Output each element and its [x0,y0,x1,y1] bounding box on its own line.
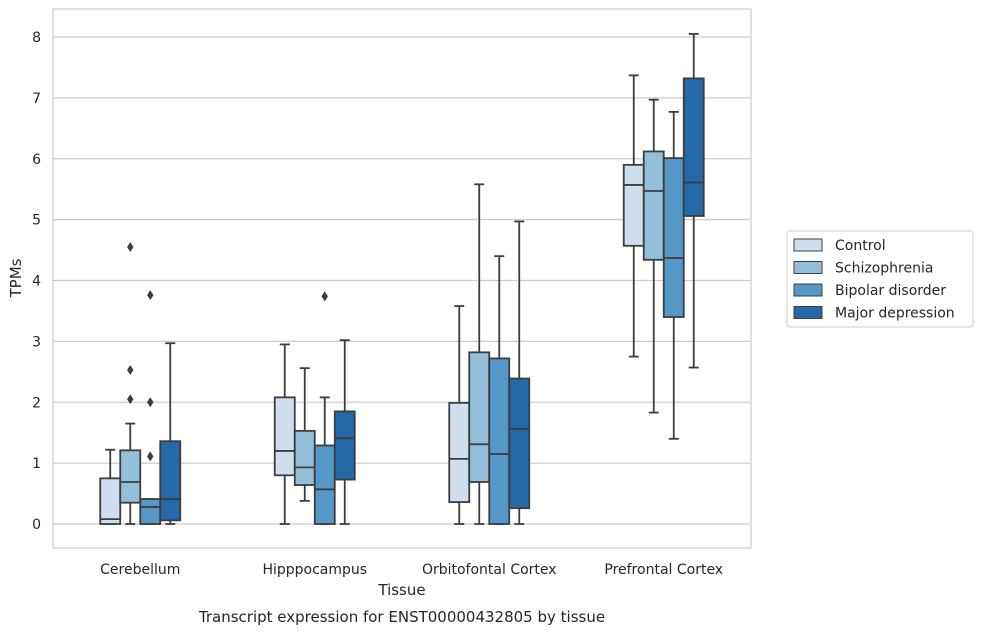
box-body [99,477,122,525]
box-3-2 [662,110,685,440]
plot-background [52,8,752,549]
box-body [642,150,665,261]
box-body [293,429,316,486]
box-2-2 [488,255,511,525]
y-tick-labels: 0 1 2 3 4 5 6 7 8 [32,30,41,533]
box-3-3 [682,33,705,369]
chart-caption: Transcript expression for ENST0000043280… [198,608,605,626]
box-0-1 [119,242,142,525]
box-body [448,401,471,503]
box-body [682,77,705,217]
box-body [468,351,491,483]
box-1-0 [273,343,296,525]
y-tick-label: 2 [32,395,41,411]
legend: Control Schizophrenia Bipolar disorder Majo… [786,230,974,328]
outlier-point [147,451,154,462]
legend-label: Control [835,238,886,254]
box-body [159,440,182,522]
legend-swatch [793,261,823,274]
box-3-0 [622,74,645,358]
outlier-point [127,242,134,253]
box-1-3 [333,339,356,525]
y-tick-label: 4 [32,274,41,290]
x-tick-label: Cerebellum [100,562,180,578]
y-tick-label: 3 [32,334,41,350]
box-1-1 [293,367,316,502]
y-tick-label: 5 [32,213,41,229]
outlier-point [321,291,328,302]
box-body [662,157,685,318]
legend-swatch [793,238,823,252]
x-tick-label: Hipppocampus [262,562,367,578]
boxes-layer [99,33,705,525]
box-0-3 [159,342,182,525]
legend-items: Control Schizophrenia Bipolar disorder Majo… [793,238,955,322]
legend-label: Bipolar disorder [835,283,946,299]
outlier-point [147,397,154,408]
y-tick-label: 7 [32,91,41,107]
legend-label: Schizophrenia [835,261,933,277]
box-body [139,498,162,525]
box-body [313,444,336,525]
y-tick-label: 0 [32,517,41,533]
y-tick-label: 1 [32,456,41,472]
box-body [119,449,142,504]
box-body [622,163,645,247]
box-body [488,357,511,525]
outlier-point [127,394,134,405]
box-1-2 [313,291,336,525]
y-tick-label: 8 [32,30,41,46]
y-axis-label: TPMs [7,258,25,298]
box-body [273,396,296,477]
box-body [508,377,531,510]
legend-swatch [793,283,823,297]
y-tick-label: 6 [32,152,41,168]
legend-frame [786,230,974,328]
legend-swatch [793,306,823,319]
legend-label: Major depression [835,306,955,322]
box-body [333,410,356,481]
x-tick-labels: Cerebellum Hipppocampus Orbitofontal Corte… [100,562,723,578]
x-axis-label: Tissue [377,581,425,599]
outlier-point [147,290,154,301]
box-0-0 [99,448,122,525]
x-tick-label: Prefrontal Cortex [604,562,723,578]
x-tick-label: Orbitofontal Cortex [422,562,557,578]
outlier-point [127,364,134,375]
box-2-3 [508,220,531,525]
